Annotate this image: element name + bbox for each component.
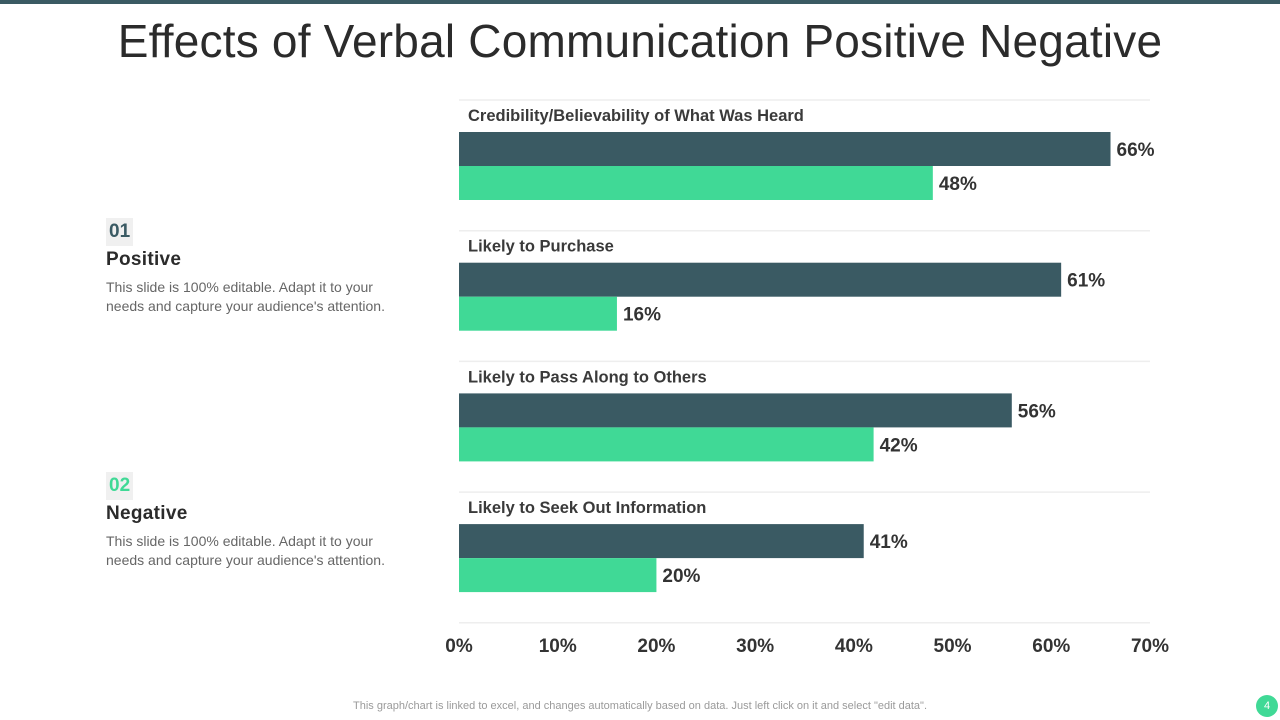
category-label: Likely to Pass Along to Others (468, 368, 707, 386)
data-label: 41% (870, 532, 908, 553)
x-tick-label: 20% (637, 636, 675, 657)
footer-note: This graph/chart is linked to excel, and… (352, 700, 928, 712)
data-label: 42% (880, 435, 918, 456)
x-tick-label: 50% (934, 636, 972, 657)
bar-negative (459, 166, 933, 200)
x-tick-label: 60% (1032, 636, 1070, 657)
bar-positive (459, 393, 1012, 428)
category-label: Likely to Purchase (468, 238, 614, 256)
data-label: 20% (662, 566, 700, 587)
top-accent-bar (0, 0, 1280, 4)
bar-positive (459, 262, 1062, 297)
legend-negative-description: This slide is 100% editable. Adapt it to… (106, 533, 385, 568)
data-label: 66% (1117, 140, 1155, 161)
x-tick-label: 30% (736, 636, 774, 657)
legend-negative: 02 Negative This slide is 100% editable.… (106, 472, 426, 570)
category-label: Credibility/Believability of What Was He… (468, 107, 804, 125)
x-tick-label: 70% (1131, 636, 1169, 657)
legend-positive-description: This slide is 100% editable. Adapt it to… (106, 279, 385, 314)
data-label: 16% (623, 305, 661, 326)
legend-negative-number: 02 (106, 472, 134, 500)
bar-chart[interactable]: Credibility/Believability of What Was He… (0, 0, 1280, 700)
bar-negative (459, 296, 617, 331)
x-tick-label: 10% (539, 636, 577, 657)
bar-negative (459, 427, 874, 462)
data-label: 61% (1067, 271, 1105, 292)
legend-positive: 01 Positive This slide is 100% editable.… (106, 218, 426, 316)
legend-positive-label: Positive (106, 249, 182, 270)
data-label: 48% (939, 174, 977, 195)
x-tick-label: 40% (835, 636, 873, 657)
legend-positive-number: 01 (106, 218, 134, 246)
bar-negative (459, 558, 657, 593)
legend-negative-label: Negative (106, 503, 188, 524)
bar-positive (459, 524, 864, 559)
data-label: 56% (1018, 401, 1056, 422)
x-tick-label: 0% (445, 636, 473, 657)
category-label: Likely to Seek Out Information (468, 499, 706, 517)
bar-positive (459, 132, 1111, 166)
page-title: Effects of Verbal Communication Positive… (117, 15, 1163, 67)
page-number-badge: 4 (1256, 695, 1278, 717)
